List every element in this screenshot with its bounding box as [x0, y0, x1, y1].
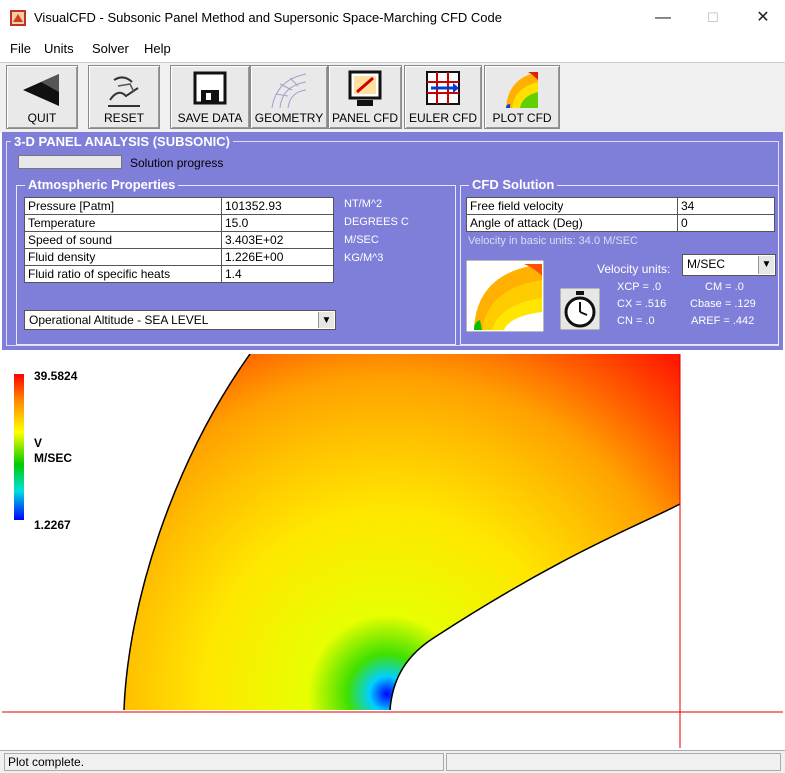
velocity-units-label: Velocity units:: [597, 262, 671, 276]
grid-arrow-icon: [426, 71, 460, 105]
color-scale-max: 39.5824: [34, 369, 78, 383]
hand-reset-icon: [108, 76, 140, 107]
euler-cfd-button[interactable]: EULER CFD: [404, 65, 482, 129]
atmos-label: Fluid ratio of specific heats: [24, 265, 222, 283]
atmos-label: Temperature: [24, 214, 222, 232]
cbase-value: Cbase = .129: [690, 298, 756, 310]
geometry-button[interactable]: GEOMETRY: [250, 65, 328, 129]
contour-thumbnail[interactable]: [466, 260, 544, 332]
status-text: Plot complete.: [4, 753, 444, 771]
cfd-label: Angle of attack (Deg): [466, 214, 678, 232]
toolbar: QUIT RESET SAVE DATA GEOMETRY: [0, 62, 785, 133]
panel-title: 3-D PANEL ANALYSIS (SUBSONIC): [11, 134, 233, 149]
quit-label: QUIT: [27, 111, 57, 125]
pressure-field[interactable]: 101352.93: [221, 197, 334, 215]
angle-of-attack-field[interactable]: 0: [677, 214, 775, 232]
quit-button[interactable]: QUIT: [6, 65, 78, 129]
cfd-row: Angle of attack (Deg) 0: [466, 214, 775, 232]
xcp-value: XCP = .0: [617, 281, 662, 293]
cfd-row: Free field velocity 34: [466, 197, 775, 215]
atmos-row: Speed of sound 3.403E+02: [24, 231, 334, 249]
atmos-label: Fluid density: [24, 248, 222, 266]
chevron-down-icon: ▼: [758, 256, 774, 274]
contour-plot-canvas: [2, 354, 783, 748]
menu-file[interactable]: File: [10, 41, 31, 56]
color-scale-variable: V: [34, 436, 43, 450]
menu-help[interactable]: Help: [144, 41, 171, 56]
cfd-table: Free field velocity 34 Angle of attack (…: [466, 197, 775, 232]
maximize-button[interactable]: ☐: [707, 10, 719, 25]
velocity-units-select[interactable]: M/SEC ▼: [682, 254, 776, 276]
solution-progress-label: Solution progress: [130, 156, 224, 170]
pressure-unit: NT/M^2: [344, 198, 383, 210]
cfd-title: CFD Solution: [469, 177, 558, 192]
cn-value: CN = .0: [617, 315, 655, 327]
temperature-unit: DEGREES C: [344, 216, 409, 228]
monitor-pencil-icon: [348, 70, 382, 106]
reset-label: RESET: [103, 111, 144, 125]
atmos-group: Atmospheric Properties: [16, 177, 456, 345]
panel-cfd-label: PANEL CFD: [331, 111, 398, 125]
atmos-label: Pressure [Patm]: [24, 197, 222, 215]
atmos-title: Atmospheric Properties: [25, 177, 179, 192]
stopwatch-icon[interactable]: [560, 288, 600, 330]
temperature-field[interactable]: 15.0: [221, 214, 334, 232]
cfd-label: Free field velocity: [466, 197, 678, 215]
atmos-row: Fluid density 1.226E+00: [24, 248, 334, 266]
body-surface: [389, 503, 681, 711]
aref-value: AREF = .442: [691, 315, 755, 327]
cfd-group: CFD Solution: [460, 177, 779, 345]
status-panel: [446, 753, 781, 771]
euler-cfd-label: EULER CFD: [408, 111, 477, 125]
fluid-density-field[interactable]: 1.226E+00: [221, 248, 334, 266]
density-unit: KG/M^3: [344, 252, 384, 264]
menu-bar: File Units Solver Help: [0, 38, 785, 60]
solution-progress-bar: [18, 155, 122, 169]
speed-of-sound-field[interactable]: 3.403E+02: [221, 231, 334, 249]
close-button[interactable]: ✕: [756, 9, 770, 26]
menu-units[interactable]: Units: [44, 41, 74, 56]
atmos-row: Pressure [Patm] 101352.93: [24, 197, 334, 215]
specific-heats-field[interactable]: 1.4: [221, 265, 334, 283]
status-bar: Plot complete.: [0, 750, 785, 773]
atmos-row: Temperature 15.0: [24, 214, 334, 232]
cm-value: CM = .0: [705, 281, 744, 293]
menu-solver[interactable]: Solver: [92, 41, 129, 56]
app-icon: [10, 10, 26, 26]
speed-unit: M/SEC: [344, 234, 379, 246]
color-scale-min: 1.2267: [34, 518, 71, 532]
floppy-disk-icon: [193, 71, 227, 105]
window-title: VisualCFD - Subsonic Panel Method and Su…: [34, 10, 502, 25]
outer-boundary: [123, 354, 251, 711]
color-scale-unit: M/SEC: [34, 451, 73, 465]
back-arrow-icon: [23, 74, 59, 106]
cx-value: CX = .516: [617, 298, 667, 310]
flow-field: [124, 354, 680, 710]
title-bar: VisualCFD - Subsonic Panel Method and Su…: [0, 0, 785, 36]
grid-geometry-icon: [271, 73, 307, 109]
contour-plot[interactable]: [2, 354, 783, 748]
save-data-label: SAVE DATA: [177, 111, 243, 125]
atmos-label: Speed of sound: [24, 231, 222, 249]
color-scale-bar: [14, 374, 24, 520]
reset-button[interactable]: RESET: [88, 65, 160, 129]
panel-cfd-button[interactable]: PANEL CFD: [328, 65, 402, 129]
plot-cfd-button[interactable]: PLOT CFD: [484, 65, 560, 129]
velocity-units-value: M/SEC: [687, 257, 726, 271]
plot-cfd-label: PLOT CFD: [492, 111, 552, 125]
altitude-value: Operational Altitude - SEA LEVEL: [29, 313, 209, 327]
velocity-field[interactable]: 34: [677, 197, 775, 215]
atmos-table: Pressure [Patm] 101352.93 Temperature 15…: [24, 197, 334, 283]
save-data-button[interactable]: SAVE DATA: [170, 65, 250, 129]
minimize-button[interactable]: —: [655, 9, 671, 26]
velocity-basic-units: Velocity in basic units: 34.0 M/SEC: [468, 235, 638, 247]
geometry-label: GEOMETRY: [254, 111, 324, 125]
chevron-down-icon: ▼: [318, 312, 334, 328]
contour-plot-icon: [506, 72, 538, 108]
atmos-row: Fluid ratio of specific heats 1.4: [24, 265, 334, 283]
altitude-select[interactable]: Operational Altitude - SEA LEVEL ▼: [24, 310, 336, 330]
